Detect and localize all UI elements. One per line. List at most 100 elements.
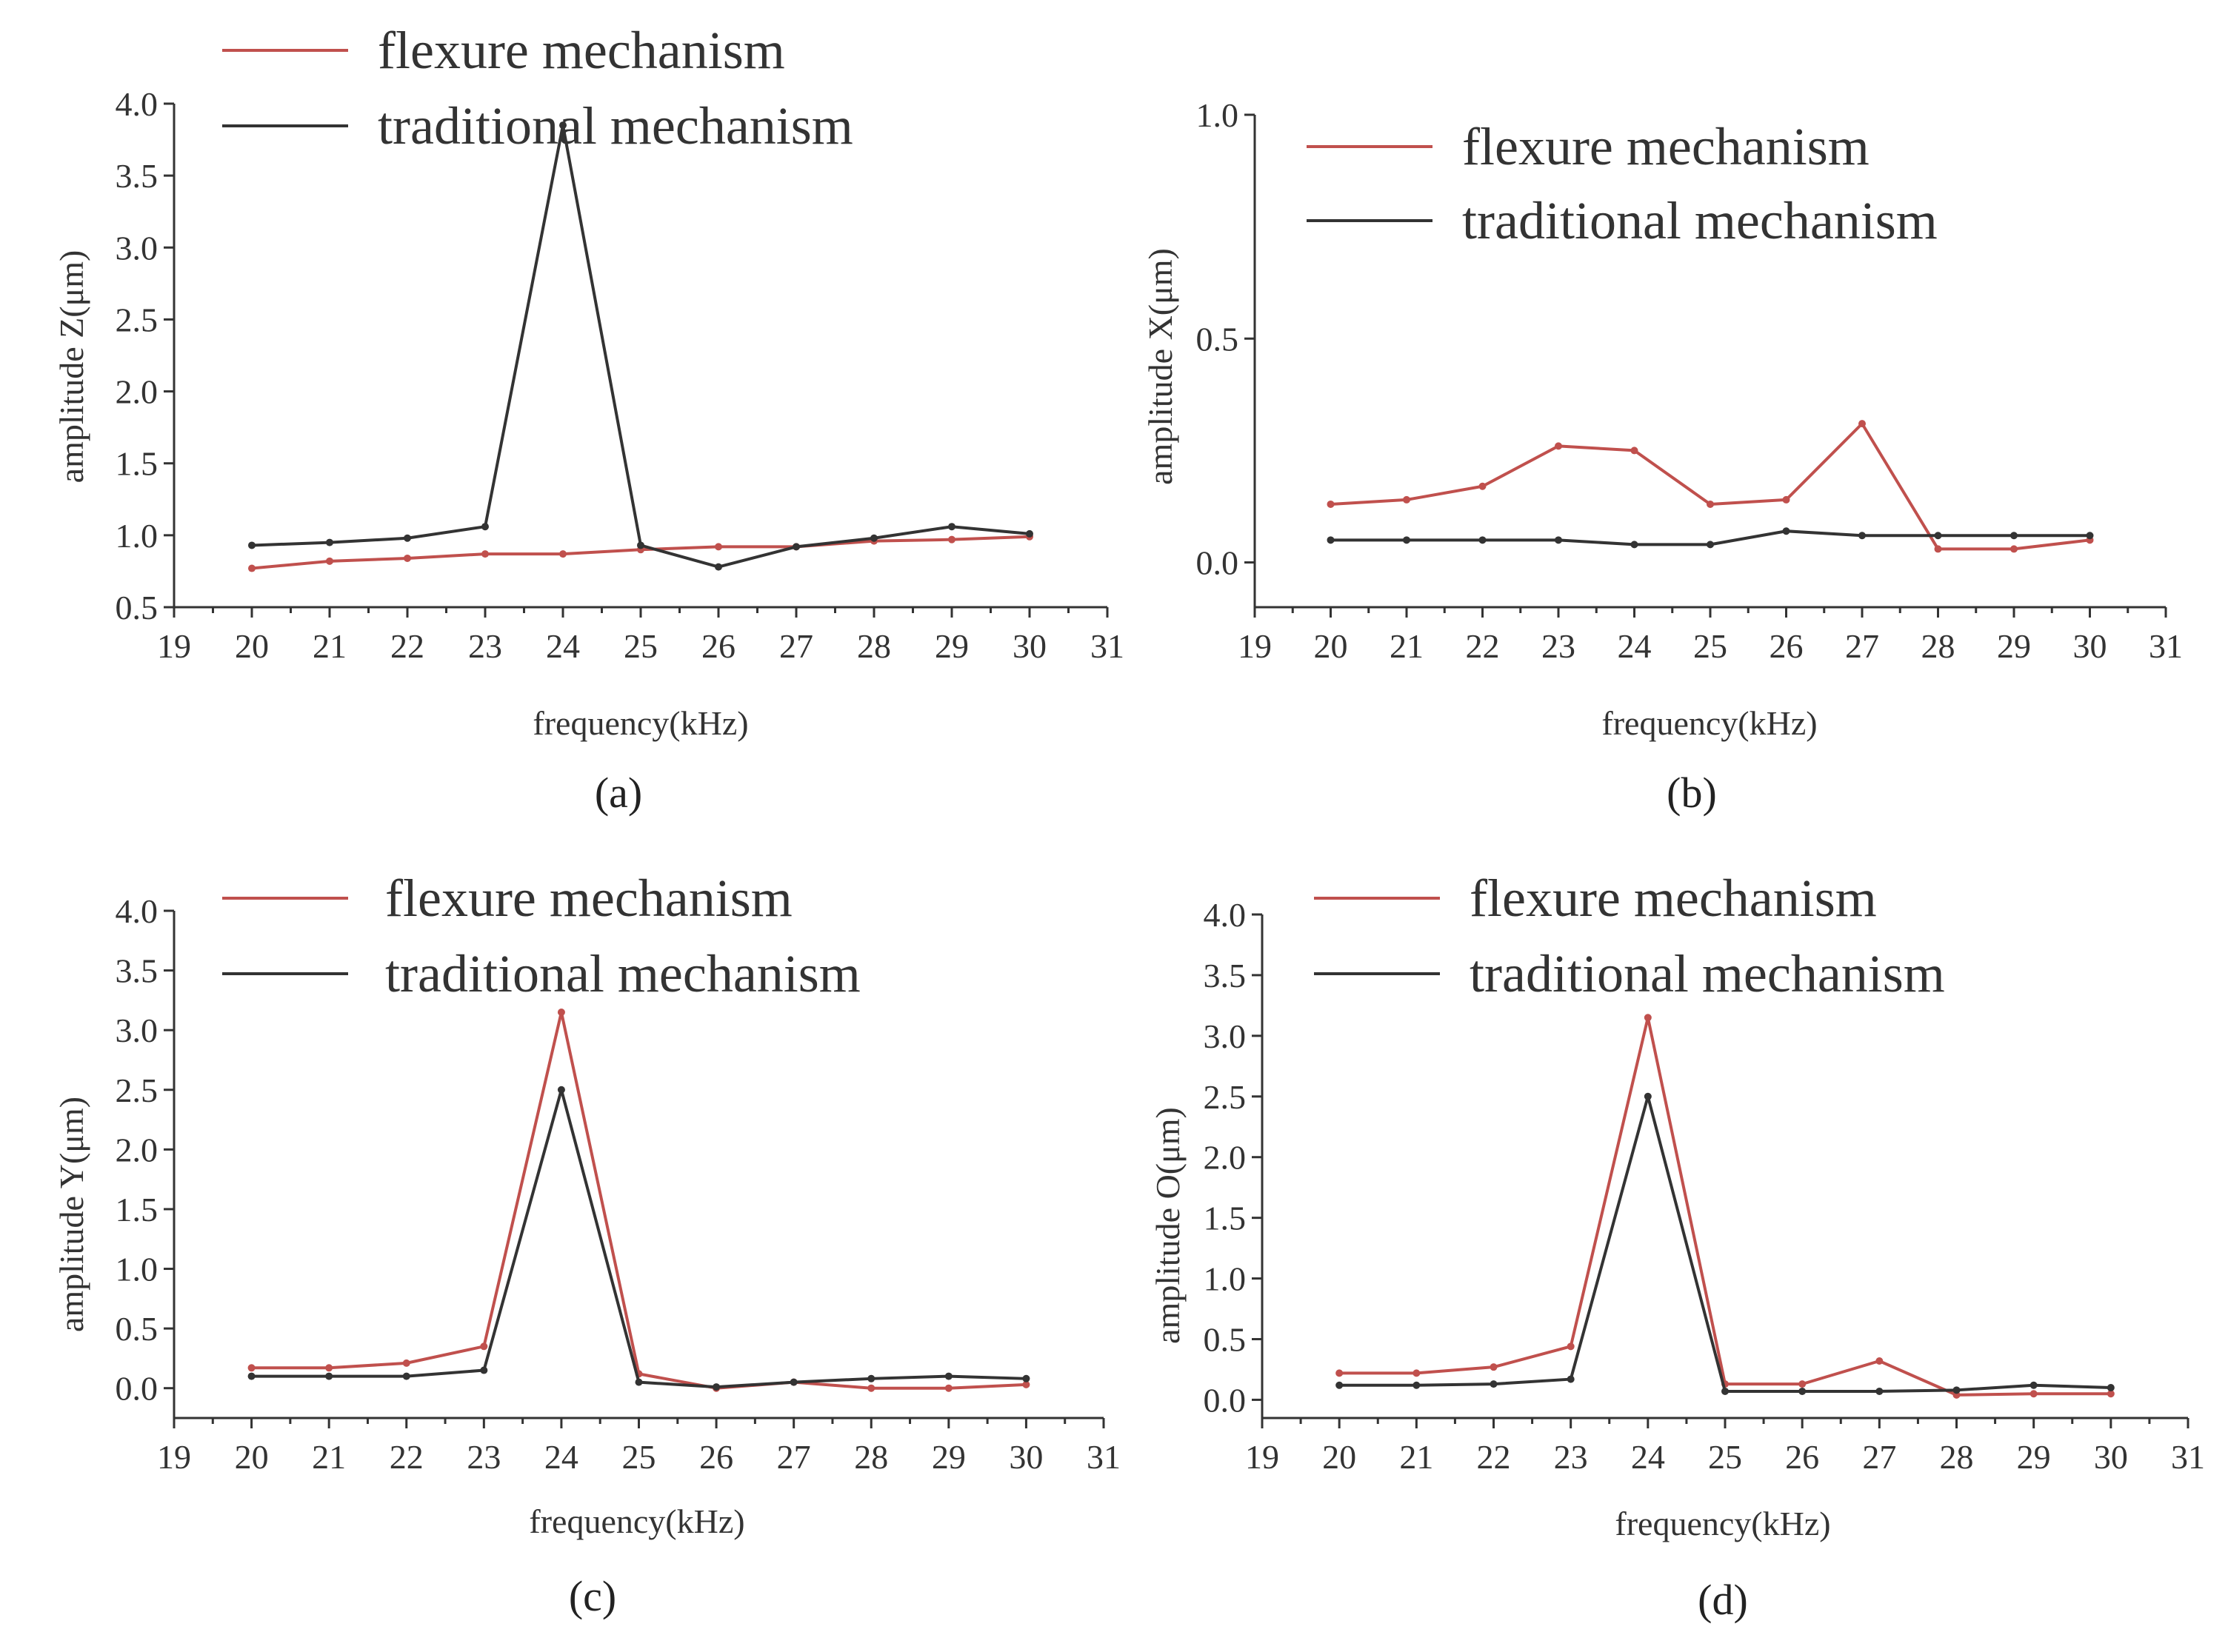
- data-point-flexure: [1567, 1342, 1575, 1351]
- data-point-traditional: [248, 541, 256, 549]
- y-tick-label: 3.5: [1204, 957, 1247, 994]
- chart-panel-a: flexure mechanism traditional mechanism …: [0, 0, 1124, 826]
- x-tick-label: 25: [622, 1438, 656, 1476]
- data-point-traditional: [790, 1378, 798, 1386]
- data-point-traditional: [481, 523, 489, 531]
- legend: flexure mechanism traditional mechanism: [1314, 869, 1945, 1003]
- x-tick-label: 29: [935, 627, 969, 665]
- plot-area: 19 20 21 22 23 24 25 26 27 28 29 30 31 0.0 0.5 1.0: [1196, 96, 2184, 665]
- x-axis-title: frequency(kHz): [533, 704, 748, 742]
- y-tick-label: 0.5: [1196, 320, 1239, 358]
- chart-b-svg: flexure mechanism traditional mechanism …: [1141, 96, 2184, 817]
- legend-traditional-label: traditional mechanism: [385, 944, 861, 1003]
- legend-traditional-label: traditional mechanism: [1462, 191, 1938, 250]
- x-tick-label: 19: [157, 627, 191, 665]
- x-tick-label: 24: [1618, 627, 1652, 665]
- x-tick-label: 29: [932, 1438, 966, 1476]
- y-tick-label: 0.5: [1204, 1320, 1247, 1358]
- series-line-traditional: [251, 124, 1030, 569]
- y-axis-title: amplitude X(μm): [1141, 248, 1179, 485]
- x-tick-label: 19: [1245, 1438, 1279, 1476]
- legend-flexure-label: flexure mechanism: [1470, 869, 1877, 928]
- x-tick-label: 21: [313, 627, 347, 665]
- x-tick-label: 29: [1997, 627, 2031, 665]
- data-point-traditional: [1644, 1092, 1652, 1100]
- y-tick-label: 2.5: [116, 301, 159, 338]
- legend: flexure mechanism traditional mechanism: [222, 21, 853, 155]
- y-tick-label: 0.5: [116, 589, 159, 626]
- x-tick-label: 25: [1693, 627, 1727, 665]
- data-point-flexure: [557, 1009, 565, 1016]
- x-tick-label: 19: [157, 1438, 191, 1476]
- y-axis-title: amplitude Y(μm): [53, 1097, 90, 1332]
- x-tick-label: 31: [1087, 1438, 1121, 1476]
- x-tick-label: 26: [1785, 1438, 1819, 1476]
- data-point-flexure: [326, 557, 333, 565]
- y-tick-label: 0.0: [1196, 544, 1239, 582]
- x-tick-label: 22: [1466, 627, 1500, 665]
- data-point-traditional: [715, 563, 722, 571]
- x-axis-title: frequency(kHz): [1601, 704, 1817, 742]
- x-tick-label: 31: [1090, 627, 1124, 665]
- chart-panel-b: flexure mechanism traditional mechanism …: [1114, 0, 2228, 826]
- data-point-flexure: [1478, 482, 1487, 490]
- data-point-traditional: [1403, 536, 1410, 544]
- y-tick-label: 1.0: [1204, 1260, 1247, 1298]
- panel-caption: (c): [569, 1572, 616, 1620]
- x-tick-label: 20: [1314, 627, 1348, 665]
- x-tick-label: 28: [857, 627, 891, 665]
- panel-caption: (b): [1667, 769, 1717, 817]
- series-line-flexure: [1339, 1016, 2111, 1397]
- data-point-traditional: [1952, 1386, 1961, 1394]
- x-tick-label: 23: [468, 627, 502, 665]
- y-tick-label: 1.5: [1204, 1200, 1247, 1237]
- plot-area: 19 20 21 22 23 24 25 26 27 28 29 30 31 0.0 0.5 1.0 1.5 2.…: [116, 892, 1121, 1476]
- data-point-flexure: [248, 564, 256, 572]
- data-point-traditional: [1022, 1374, 1030, 1382]
- y-tick-label: 2.5: [1204, 1078, 1247, 1116]
- x-tick-label: 24: [546, 627, 580, 665]
- data-point-traditional: [2107, 1384, 2115, 1392]
- x-tick-label: 21: [1399, 1438, 1433, 1476]
- data-point-flexure: [402, 1359, 410, 1367]
- x-tick-label: 29: [2017, 1438, 2051, 1476]
- data-point-flexure: [404, 554, 411, 562]
- y-tick-label: 2.5: [116, 1071, 159, 1109]
- y-tick-label: 4.0: [116, 85, 159, 123]
- x-tick-label: 23: [1541, 627, 1575, 665]
- x-axis-title: frequency(kHz): [529, 1502, 744, 1540]
- data-point-traditional: [1412, 1381, 1421, 1389]
- data-point-flexure: [867, 1384, 875, 1392]
- y-tick-label: 3.0: [116, 1011, 159, 1049]
- x-axis-title: frequency(kHz): [1615, 1505, 1830, 1542]
- data-point-traditional: [1721, 1387, 1729, 1395]
- data-point-traditional: [793, 543, 800, 551]
- y-tick-label: 3.5: [116, 952, 159, 990]
- data-point-traditional: [404, 534, 411, 542]
- x-tick-label: 30: [1009, 1438, 1043, 1476]
- x-tick-label: 24: [544, 1438, 578, 1476]
- x-tick-label: 22: [390, 627, 424, 665]
- data-point-traditional: [1630, 541, 1638, 549]
- legend-traditional-label: traditional mechanism: [378, 96, 853, 155]
- series-line-traditional: [1339, 1094, 2111, 1393]
- data-point-traditional: [870, 534, 878, 542]
- data-point-traditional: [1798, 1387, 1807, 1395]
- data-point-traditional: [559, 121, 567, 130]
- x-tick-label: 21: [312, 1438, 346, 1476]
- x-tick-label: 22: [390, 1438, 424, 1476]
- y-tick-label: 0.0: [116, 1370, 159, 1408]
- chart-panel-c: flexure mechanism traditional mechanism …: [0, 826, 1121, 1651]
- y-tick-label: 1.0: [1196, 96, 1239, 134]
- legend-flexure-label: flexure mechanism: [1462, 117, 1870, 176]
- data-point-traditional: [2086, 532, 2094, 540]
- series-line-traditional: [251, 1088, 1027, 1389]
- y-tick-label: 1.5: [116, 445, 159, 483]
- data-point-traditional: [1934, 532, 1942, 540]
- data-point-flexure: [1490, 1363, 1498, 1371]
- data-point-traditional: [1490, 1380, 1498, 1388]
- y-tick-label: 2.0: [1204, 1139, 1247, 1177]
- data-point-flexure: [1858, 420, 1866, 428]
- data-point-flexure: [247, 1364, 256, 1372]
- data-point-flexure: [1875, 1357, 1884, 1365]
